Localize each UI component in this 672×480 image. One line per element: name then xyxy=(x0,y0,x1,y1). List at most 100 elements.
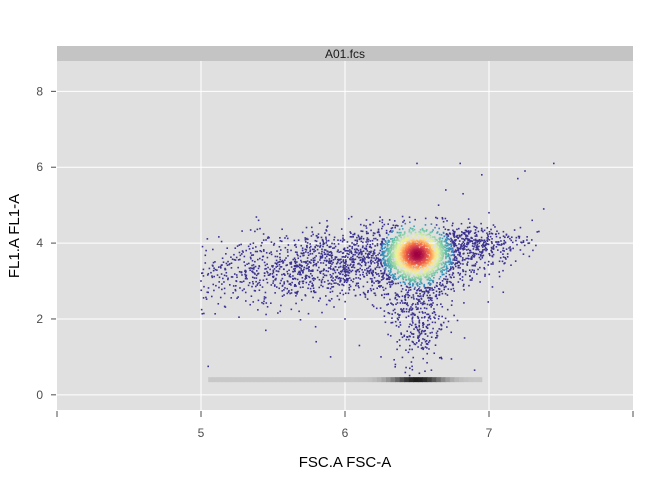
data-point xyxy=(306,242,309,244)
data-point xyxy=(401,260,404,262)
data-point xyxy=(374,268,377,271)
data-point xyxy=(343,239,346,241)
data-point xyxy=(450,288,452,291)
data-point xyxy=(244,275,247,277)
data-point xyxy=(433,264,436,267)
data-point xyxy=(411,251,413,253)
data-point xyxy=(424,250,427,253)
data-point xyxy=(384,259,387,262)
data-point xyxy=(431,236,434,238)
data-point xyxy=(201,272,204,274)
data-point xyxy=(405,269,407,271)
data-point xyxy=(383,277,385,279)
data-point xyxy=(411,252,414,255)
data-point xyxy=(462,283,465,286)
data-point xyxy=(252,264,255,266)
data-point xyxy=(306,257,309,259)
data-point xyxy=(443,278,445,280)
data-point xyxy=(309,253,312,255)
data-point xyxy=(422,347,425,350)
data-point xyxy=(487,235,489,238)
data-point xyxy=(422,322,425,324)
data-point xyxy=(480,236,483,239)
data-point xyxy=(234,289,237,292)
data-point xyxy=(436,242,439,245)
data-point xyxy=(417,254,420,257)
data-point xyxy=(400,308,402,310)
data-point xyxy=(424,276,426,279)
data-point xyxy=(356,255,359,258)
data-point xyxy=(373,262,376,264)
data-point xyxy=(321,248,323,251)
data-point xyxy=(378,233,381,236)
data-point xyxy=(246,277,248,280)
data-point xyxy=(428,279,431,282)
data-point xyxy=(359,293,362,296)
data-point xyxy=(309,272,312,275)
data-point xyxy=(461,259,464,262)
data-point xyxy=(406,245,409,248)
data-point xyxy=(421,228,424,231)
data-point xyxy=(289,261,291,264)
data-point xyxy=(435,248,438,250)
data-point xyxy=(292,275,294,277)
data-point xyxy=(374,294,377,297)
data-point xyxy=(416,282,419,284)
baseline-band-segment xyxy=(303,377,310,383)
data-point xyxy=(255,280,257,283)
data-point xyxy=(331,254,334,257)
data-point xyxy=(445,256,447,258)
data-point xyxy=(417,265,419,267)
data-point xyxy=(424,333,427,335)
data-point xyxy=(463,246,465,249)
data-point xyxy=(367,257,370,259)
data-point xyxy=(428,276,430,279)
data-point xyxy=(471,240,474,243)
data-point xyxy=(259,257,261,260)
data-point xyxy=(486,234,489,236)
data-point xyxy=(392,303,394,306)
data-point xyxy=(434,256,436,259)
data-point xyxy=(356,248,359,251)
data-point xyxy=(299,272,302,274)
data-point xyxy=(323,281,326,283)
data-point xyxy=(332,280,334,282)
data-point xyxy=(415,292,417,294)
data-point xyxy=(382,262,385,264)
data-point xyxy=(422,269,425,271)
data-point xyxy=(419,244,422,246)
data-point xyxy=(268,274,271,276)
data-point xyxy=(272,271,275,274)
data-point xyxy=(376,244,379,247)
data-point xyxy=(420,279,422,282)
data-point xyxy=(304,276,307,278)
data-point xyxy=(453,231,456,234)
data-point xyxy=(281,228,283,231)
data-point xyxy=(251,267,253,270)
data-point xyxy=(402,261,405,263)
data-point xyxy=(410,313,412,316)
baseline-band-segment xyxy=(386,377,392,383)
data-point xyxy=(473,242,476,245)
data-point xyxy=(484,273,486,276)
data-point xyxy=(313,259,316,262)
data-point xyxy=(346,241,349,243)
data-point xyxy=(376,261,378,264)
data-point xyxy=(406,274,409,276)
data-point xyxy=(394,252,397,254)
data-point xyxy=(361,246,364,249)
data-point xyxy=(342,255,345,258)
data-point xyxy=(406,303,408,305)
data-point xyxy=(276,255,279,258)
data-point xyxy=(223,287,226,290)
data-point xyxy=(313,290,315,292)
data-point xyxy=(372,260,374,263)
data-point xyxy=(366,250,369,252)
data-point xyxy=(470,271,473,273)
data-point xyxy=(356,269,359,271)
data-point xyxy=(428,252,430,255)
data-point xyxy=(371,278,373,280)
data-point xyxy=(354,254,356,256)
data-point xyxy=(406,336,408,338)
data-point xyxy=(240,253,243,255)
